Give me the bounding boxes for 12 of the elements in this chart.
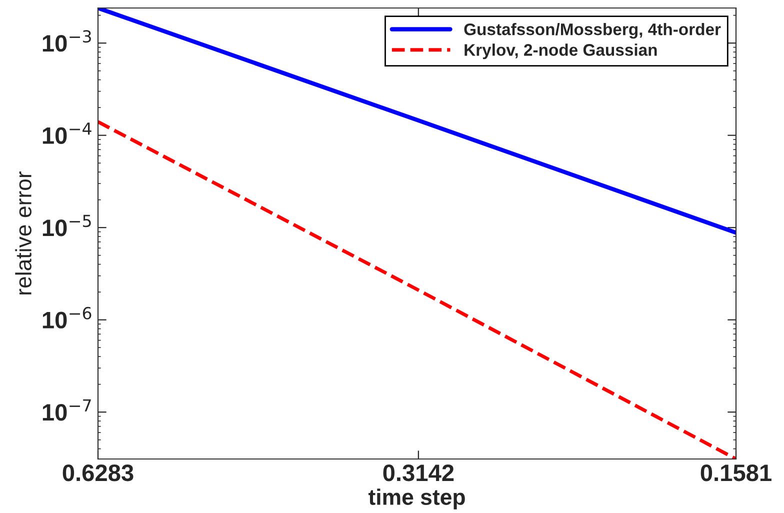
y-tick-label: 10$^{−3}$: [42, 30, 91, 52]
y-tick-label: 10$^{−7}$: [42, 399, 91, 421]
legend-label: Gustafsson/Mossberg, 4th-order: [464, 23, 721, 39]
x-tick-label: 0.1581: [700, 464, 772, 482]
y-axis-title: relative error: [15, 172, 32, 294]
x-axis-title: time step: [368, 488, 465, 510]
x-tick-label: 0.6283: [62, 464, 134, 482]
y-tick-label: 10$^{−5}$: [42, 214, 91, 236]
x-tick-label: 0.3142: [383, 464, 454, 482]
legend-label: Krylov, 2-node Gaussian: [464, 44, 657, 60]
y-tick-label: 10$^{−4}$: [42, 122, 92, 144]
y-tick-label: 10$^{−6}$: [42, 306, 92, 328]
